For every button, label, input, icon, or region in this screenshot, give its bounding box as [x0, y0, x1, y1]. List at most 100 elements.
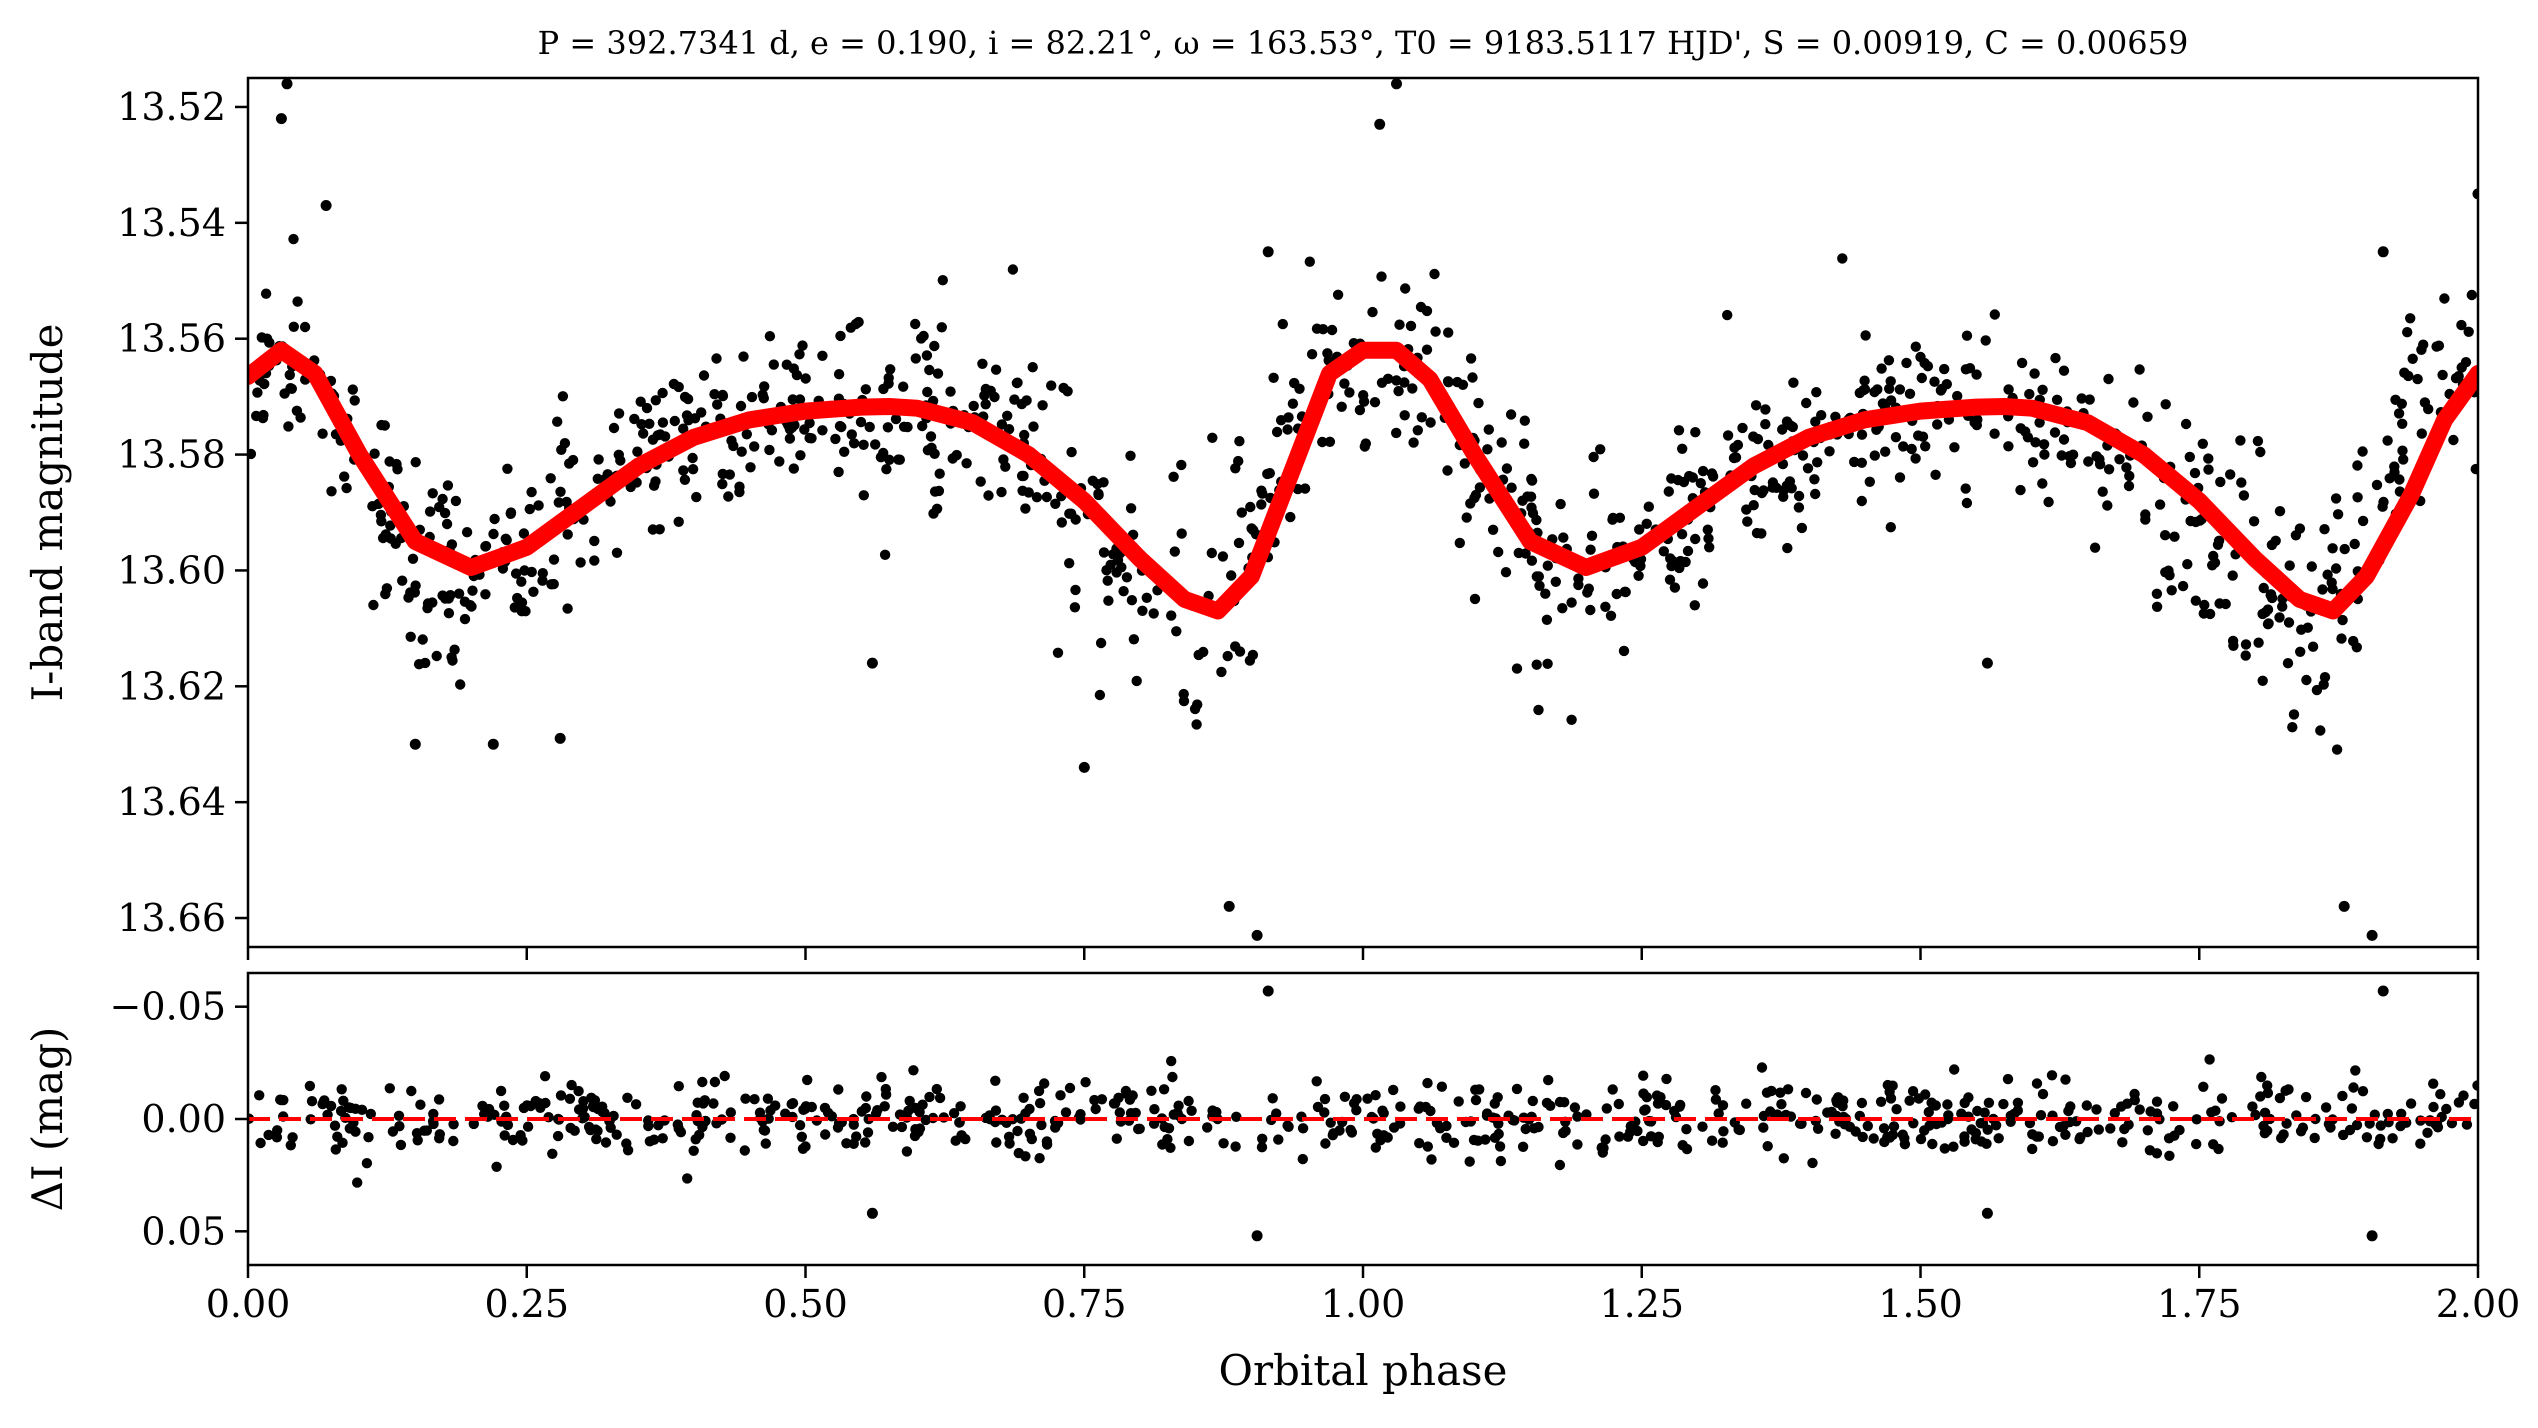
residuals-point [2082, 1126, 2093, 1138]
light-curve-point [1336, 401, 1347, 412]
residuals-point [1089, 1094, 1100, 1106]
light-curve-point [2180, 418, 2192, 430]
light-curve-point [1251, 929, 1263, 941]
light-curve-point [1777, 424, 1788, 435]
light-curve-point [1216, 666, 1227, 678]
light-curve-point [1781, 480, 1793, 491]
light-curve-point [264, 337, 275, 348]
residuals-point [759, 1125, 771, 1136]
residuals-point [901, 1146, 913, 1157]
light-curve-point [2257, 675, 2268, 686]
residuals-point [1157, 1139, 1168, 1150]
light-curve-point [884, 454, 895, 465]
residuals-point [1034, 1153, 1045, 1164]
residuals-point [1915, 1133, 1927, 1145]
light-curve-point [1910, 453, 1921, 464]
light-curve-point [407, 553, 419, 564]
light-curve-point [2240, 639, 2252, 650]
light-curve-point [1894, 472, 1906, 483]
residuals-point [335, 1105, 347, 1117]
residuals-point [535, 1102, 546, 1114]
residuals-point [1464, 1156, 1475, 1167]
light-curve-point [2089, 542, 2101, 553]
residuals-point [539, 1071, 551, 1082]
light-curve-point [1454, 537, 1466, 549]
light-curve-point [552, 416, 563, 427]
light-curve-point [1519, 438, 1530, 449]
residuals-point [306, 1096, 318, 1107]
light-curve-point [855, 416, 867, 428]
light-curve-point [2027, 457, 2039, 468]
light-curve-point [691, 491, 702, 503]
light-curve-point [1236, 507, 1248, 518]
light-curve-point [696, 407, 707, 418]
light-curve-point [1207, 432, 1218, 443]
light-curve-point [647, 524, 659, 535]
light-curve-point [427, 488, 438, 499]
residuals-point [1319, 1093, 1331, 1105]
light-curve-point [2083, 456, 2094, 467]
light-curve-point [424, 506, 436, 517]
light-curve-point [1245, 501, 1256, 513]
light-curve-point [2123, 480, 2135, 492]
residuals-point [2164, 1150, 2175, 1162]
light-curve-point [717, 468, 728, 480]
light-curve-point [929, 448, 940, 459]
y-tick-label: 0.05 [141, 1209, 226, 1253]
residuals-point [1800, 1087, 1812, 1099]
light-curve-point [1695, 478, 1707, 489]
residuals-point [1930, 1100, 1942, 1111]
residuals-point [1597, 1147, 1609, 1158]
light-curve-point [613, 449, 624, 460]
light-curve-point [800, 373, 811, 384]
residuals-point [1830, 1128, 1841, 1140]
light-curve-point [2015, 484, 2026, 496]
light-curve-point [1706, 468, 1718, 479]
residuals-point [1211, 1106, 1222, 1118]
residuals-point [2396, 1108, 2407, 1120]
residuals-point [1807, 1157, 1818, 1169]
light-curve-point [1702, 524, 1714, 535]
light-curve-point [283, 421, 294, 432]
residuals-point [2031, 1078, 2043, 1089]
light-curve-point [1526, 555, 1538, 566]
residuals-point [833, 1084, 844, 1095]
residuals-point [2458, 1090, 2469, 1101]
residuals-point [1148, 1118, 1160, 1129]
light-curve-point [2357, 515, 2369, 527]
residuals-point [1681, 1143, 1693, 1155]
light-curve-point [2460, 357, 2472, 368]
residuals-point [263, 1129, 274, 1141]
residuals-point [749, 1094, 760, 1105]
residuals-point [1351, 1105, 1362, 1116]
light-curve-point [2319, 524, 2330, 535]
light-curve-point [1369, 397, 1381, 408]
light-curve-point [830, 433, 841, 445]
residuals-point [2247, 1101, 2258, 1112]
light-curve-point [405, 587, 416, 598]
residuals-point [1130, 1107, 1141, 1119]
residuals-point [1758, 1110, 1770, 1122]
light-curve-point [1264, 468, 1276, 479]
residuals-point [644, 1136, 656, 1147]
residuals-point [1319, 1107, 1330, 1118]
light-curve-point [764, 444, 775, 456]
residuals-point [1493, 1128, 1504, 1140]
light-curve-point [608, 422, 620, 434]
light-curve-point [1393, 385, 1404, 397]
light-curve-point [1018, 429, 1030, 441]
light-curve-point [1066, 446, 1077, 458]
light-curve-point [2416, 428, 2427, 439]
light-curve-point [1027, 362, 1038, 373]
light-curve-point [2091, 451, 2102, 462]
light-curve-point [1233, 537, 1245, 549]
light-curve-point [2290, 530, 2302, 541]
residuals-point [2262, 1087, 2274, 1099]
residuals-point [1776, 1099, 1787, 1110]
light-curve-point [768, 359, 779, 370]
light-curve-point [1141, 592, 1153, 603]
residuals-point [1639, 1105, 1650, 1116]
light-curve-point [2287, 722, 2298, 733]
light-curve-point [1058, 382, 1069, 394]
light-curve-point [1125, 450, 1136, 461]
